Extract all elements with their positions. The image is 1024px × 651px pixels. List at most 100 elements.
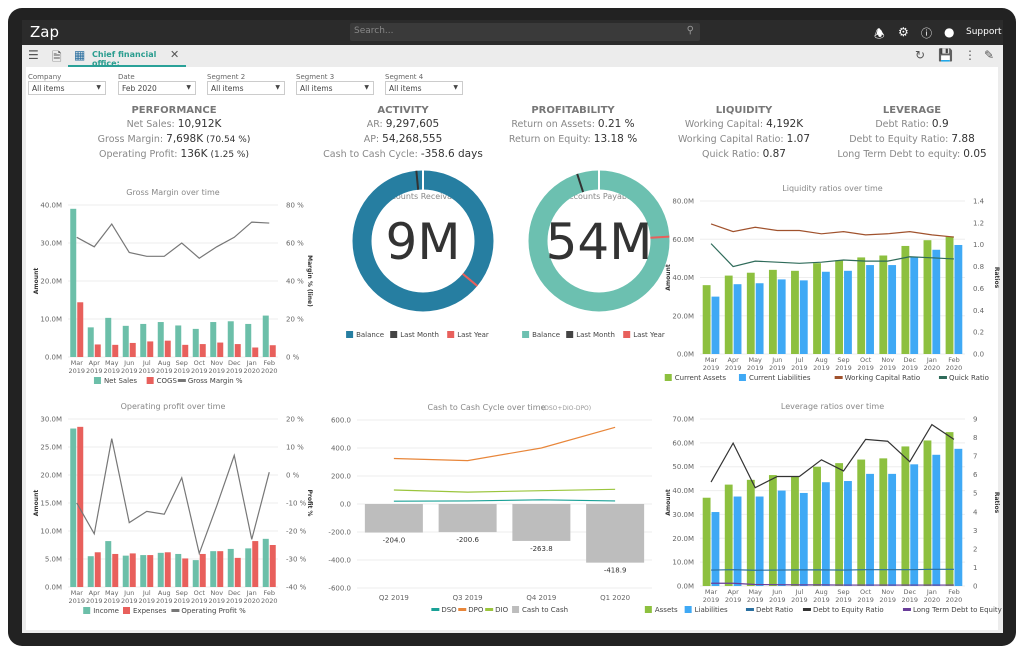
bar-net-sales[interactable]	[70, 208, 77, 357]
legend-item[interactable]: DIO	[485, 606, 509, 614]
close-tab-icon[interactable]: ✕	[170, 48, 180, 61]
bar-current-assets[interactable]	[791, 270, 799, 354]
help-icon[interactable]: ⓘ	[921, 27, 932, 40]
bar-current-assets[interactable]	[813, 263, 821, 354]
bar-current-liabilities[interactable]	[844, 270, 852, 354]
line-debt-to-equity-ratio[interactable]	[710, 423, 955, 489]
bar-current-assets[interactable]	[879, 255, 888, 354]
bar-income[interactable]	[192, 560, 199, 587]
bar-assets[interactable]	[923, 440, 932, 586]
bar-income[interactable]	[175, 553, 182, 587]
search-input[interactable]: Search... ⚲	[350, 23, 700, 41]
filter-select-company[interactable]: All items ▼	[28, 81, 106, 95]
bar-income[interactable]	[210, 551, 217, 587]
line-long-term-debt-to-equity[interactable]	[711, 582, 954, 586]
bar-liabilities[interactable]	[954, 448, 963, 586]
bar-income[interactable]	[122, 555, 129, 587]
bar-assets[interactable]	[724, 484, 733, 586]
legend-item[interactable]: Net Sales	[93, 377, 137, 385]
legend-item[interactable]: COGS	[146, 377, 178, 385]
bar-cash-to-cash[interactable]	[586, 504, 645, 563]
legend-item[interactable]: Current Liabilities	[738, 374, 811, 382]
bar-income[interactable]	[245, 548, 252, 587]
line-working-capital-ratio[interactable]	[710, 223, 955, 238]
bar-expenses[interactable]	[234, 557, 241, 587]
legend-item[interactable]: Debt to Equity Ratio	[802, 606, 884, 614]
filter-select-segment-2[interactable]: All items ▼	[207, 81, 285, 95]
bar-assets[interactable]	[945, 432, 954, 586]
more-icon[interactable]: ⋮	[964, 48, 976, 62]
bar-current-liabilities[interactable]	[777, 279, 786, 354]
bar-expenses[interactable]	[199, 553, 206, 587]
bar-expenses[interactable]	[147, 555, 154, 587]
bar-cogs[interactable]	[94, 344, 101, 357]
bar-net-sales[interactable]	[262, 315, 269, 357]
gear-icon[interactable]: ⚙	[898, 25, 909, 39]
bar-cogs[interactable]	[269, 345, 276, 357]
bar-net-sales[interactable]	[175, 325, 182, 357]
bar-assets[interactable]	[746, 479, 755, 586]
bar-expenses[interactable]	[182, 558, 189, 587]
bar-income[interactable]	[105, 541, 112, 587]
bar-current-assets[interactable]	[746, 272, 755, 354]
bar-assets[interactable]	[768, 475, 777, 586]
bar-net-sales[interactable]	[140, 323, 147, 357]
filter-select-date[interactable]: Feb 2020 ▼	[118, 81, 196, 95]
bar-cogs[interactable]	[147, 341, 154, 357]
bar-current-liabilities[interactable]	[733, 284, 742, 354]
legend-item[interactable]: Balance	[522, 331, 560, 339]
legend-item[interactable]: DPO	[458, 606, 484, 614]
line-dso[interactable]	[393, 499, 616, 502]
legend-item[interactable]: Assets	[644, 606, 678, 614]
bar-current-assets[interactable]	[923, 240, 932, 354]
bar-assets[interactable]	[901, 446, 910, 586]
user-icon[interactable]: ●	[944, 25, 955, 39]
bar-cogs[interactable]	[234, 344, 241, 357]
legend-item[interactable]: Gross Margin %	[177, 377, 243, 385]
bar-expenses[interactable]	[164, 552, 171, 587]
bar-net-sales[interactable]	[210, 322, 217, 357]
support-link[interactable]: Support	[966, 27, 1002, 37]
edit-icon[interactable]: ✎	[984, 48, 995, 62]
bar-liabilities[interactable]	[932, 454, 941, 586]
bar-current-liabilities[interactable]	[799, 280, 808, 354]
bar-assets[interactable]	[879, 458, 888, 586]
bar-liabilities[interactable]	[866, 473, 874, 586]
bar-cogs[interactable]	[217, 342, 224, 357]
bar-current-assets[interactable]	[857, 257, 866, 354]
filter-select-segment-4[interactable]: All items ▼	[385, 81, 463, 95]
bar-liabilities[interactable]	[711, 512, 720, 586]
filter-select-segment-3[interactable]: All items ▼	[296, 81, 374, 95]
donut-marker-last-month[interactable]	[415, 170, 420, 190]
bar-liabilities[interactable]	[755, 496, 764, 586]
legend-item[interactable]: Income	[83, 607, 119, 615]
bar-net-sales[interactable]	[122, 325, 129, 357]
bar-current-assets[interactable]	[835, 260, 844, 354]
bar-net-sales[interactable]	[227, 321, 234, 357]
bar-cash-to-cash[interactable]	[512, 504, 571, 541]
bar-liabilities[interactable]	[799, 492, 808, 586]
new-document-icon[interactable]: 🗎	[52, 50, 62, 64]
legend-item[interactable]: Balance	[346, 331, 384, 339]
line-gross-margin-%[interactable]	[76, 221, 270, 259]
legend-item[interactable]: Quick Ratio	[938, 374, 989, 382]
bar-net-sales[interactable]	[245, 323, 252, 357]
line-dpo[interactable]	[393, 426, 616, 462]
bar-expenses[interactable]	[77, 426, 84, 587]
bar-net-sales[interactable]	[87, 327, 94, 357]
bar-income[interactable]	[157, 552, 164, 587]
bar-expenses[interactable]	[217, 551, 224, 587]
bar-assets[interactable]	[702, 497, 711, 586]
bar-net-sales[interactable]	[192, 328, 199, 357]
bar-cogs[interactable]	[164, 340, 171, 357]
line-dio[interactable]	[393, 488, 616, 493]
bar-current-liabilities[interactable]	[821, 271, 830, 354]
bar-cogs[interactable]	[199, 344, 206, 357]
bar-current-liabilities[interactable]	[711, 296, 720, 354]
bar-expenses[interactable]	[252, 541, 259, 587]
line-operating-profit-%[interactable]	[76, 438, 270, 556]
bar-liabilities[interactable]	[733, 496, 742, 586]
line-quick-ratio[interactable]	[710, 243, 954, 268]
bar-income[interactable]	[227, 548, 234, 587]
legend-item[interactable]: Last Year	[447, 331, 489, 339]
